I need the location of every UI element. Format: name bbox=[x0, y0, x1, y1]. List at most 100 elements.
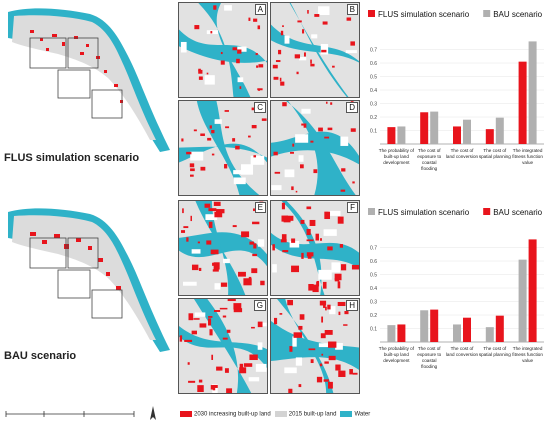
y-tick-label: 0.6 bbox=[370, 61, 377, 67]
bar bbox=[397, 126, 406, 144]
land-shape bbox=[12, 215, 156, 340]
x-tick-label: The integrated bbox=[513, 346, 543, 351]
x-tick-label: built-up land bbox=[384, 352, 409, 357]
x-tick-label: exposure to bbox=[417, 352, 441, 357]
bar bbox=[518, 61, 527, 144]
x-tick-label: exposure to bbox=[417, 154, 441, 159]
tile-label: A bbox=[254, 4, 266, 15]
legend-item: 2030 increasing built-up land bbox=[180, 410, 271, 418]
bar bbox=[453, 126, 461, 144]
bar-chart-flus: FLUS simulation scenario BAU scenario 0.1 0… bbox=[368, 10, 544, 171]
x-tick-label: flooding bbox=[421, 166, 438, 171]
legend-swatch bbox=[274, 410, 287, 417]
bar bbox=[397, 324, 406, 342]
y-tick-label: 0.4 bbox=[370, 88, 377, 94]
overview-map-bau bbox=[8, 208, 170, 352]
bar bbox=[420, 310, 429, 342]
tile-label: F bbox=[347, 202, 358, 213]
zoom-tile: C bbox=[178, 100, 268, 196]
bar bbox=[485, 129, 494, 144]
x-tick-label: spatial planning bbox=[479, 154, 511, 159]
builtup-dots bbox=[30, 30, 123, 103]
x-tick-label: land conversion bbox=[446, 352, 479, 357]
x-tick-label: The cost of bbox=[451, 346, 474, 351]
bar bbox=[528, 41, 537, 144]
x-tick-label: land conversion bbox=[446, 154, 479, 159]
tile-label: E bbox=[254, 202, 266, 213]
zoom-tile: E bbox=[178, 200, 268, 296]
bar bbox=[387, 127, 396, 144]
y-tick-label: 0.3 bbox=[370, 102, 377, 108]
legend-label: FLUS simulation scenario bbox=[378, 10, 470, 19]
x-tick-label: fitness function bbox=[512, 154, 543, 159]
y-tick-label: 0.2 bbox=[370, 313, 377, 319]
bar bbox=[387, 325, 396, 342]
legend-label: 2015 built-up land bbox=[288, 411, 337, 418]
zoom-tile: D bbox=[270, 100, 360, 196]
x-tick-label: value bbox=[522, 358, 533, 363]
bar bbox=[420, 112, 429, 144]
y-tick-label: 0.7 bbox=[370, 48, 377, 54]
x-tick-label: flooding bbox=[421, 364, 438, 369]
legend-item: 2015 built-up land bbox=[274, 410, 337, 418]
legend-swatch bbox=[483, 208, 491, 215]
map-legend: 2030 increasing built-up land 2015 built-… bbox=[180, 404, 370, 424]
x-tick-label: The cost of bbox=[483, 346, 506, 351]
y-tick-label: 0.1 bbox=[370, 327, 377, 333]
x-tick-label: value bbox=[522, 160, 533, 165]
tile-label: B bbox=[346, 4, 358, 15]
bar bbox=[430, 309, 439, 342]
x-tick-label: development bbox=[383, 160, 410, 165]
y-tick-label: 0.3 bbox=[370, 300, 377, 306]
x-tick-label: fitness function bbox=[512, 352, 543, 357]
scenario-label-flus: FLUS simulation scenario bbox=[4, 152, 140, 164]
bar bbox=[453, 324, 461, 342]
bar bbox=[485, 327, 494, 342]
legend-label: Water bbox=[354, 411, 371, 418]
scenario-label-bau: BAU scenario bbox=[4, 350, 77, 362]
overview-map-flus bbox=[8, 8, 170, 152]
x-tick-label: built-up land bbox=[384, 154, 409, 159]
bar bbox=[495, 117, 504, 144]
zoom-frames bbox=[29, 37, 123, 119]
zoom-tile: F bbox=[270, 200, 360, 296]
zoom-tile: G bbox=[178, 298, 268, 394]
y-tick-label: 0.6 bbox=[370, 259, 377, 265]
y-tick-label: 0.4 bbox=[370, 286, 377, 292]
builtup-dots bbox=[30, 232, 121, 290]
legend-item: Water bbox=[340, 410, 371, 418]
x-tick-label: The cost of bbox=[483, 148, 506, 153]
legend-label: FLUS simulation scenario bbox=[378, 208, 470, 217]
zoom-tile: H bbox=[270, 298, 360, 394]
tile-label: C bbox=[254, 102, 266, 113]
y-tick-label: 0.1 bbox=[370, 129, 377, 135]
x-tick-label: coastal bbox=[422, 160, 437, 165]
legend-label: 2030 increasing built-up land bbox=[194, 411, 271, 418]
x-tick-label: The probability of bbox=[379, 346, 415, 351]
x-tick-label: coastal bbox=[422, 358, 437, 363]
x-tick-label: development bbox=[383, 358, 410, 363]
x-tick-label: The cost of bbox=[418, 148, 441, 153]
x-tick-label: spatial planning bbox=[479, 352, 511, 357]
zoom-frames bbox=[29, 237, 123, 319]
zoom-tile: B bbox=[270, 2, 360, 98]
tile-label: H bbox=[346, 300, 358, 311]
land-shape bbox=[12, 15, 156, 140]
zoom-tile: A bbox=[178, 2, 268, 98]
x-tick-label: The cost of bbox=[418, 346, 441, 351]
legend-swatch bbox=[340, 410, 353, 417]
y-tick-label: 0.7 bbox=[370, 246, 377, 252]
bar bbox=[463, 119, 471, 144]
legend-swatch bbox=[368, 208, 375, 215]
bar bbox=[430, 111, 439, 144]
x-tick-label: The probability of bbox=[379, 148, 415, 153]
legend-label: BAU scenario bbox=[493, 10, 542, 19]
bar bbox=[463, 317, 471, 342]
legend-swatch bbox=[368, 10, 375, 17]
bar bbox=[495, 315, 504, 342]
y-tick-label: 0.5 bbox=[370, 75, 377, 81]
tile-label: G bbox=[253, 300, 266, 311]
bar bbox=[528, 239, 537, 342]
y-tick-label: 0.2 bbox=[370, 115, 377, 121]
y-tick-label: 0.5 bbox=[370, 273, 377, 279]
